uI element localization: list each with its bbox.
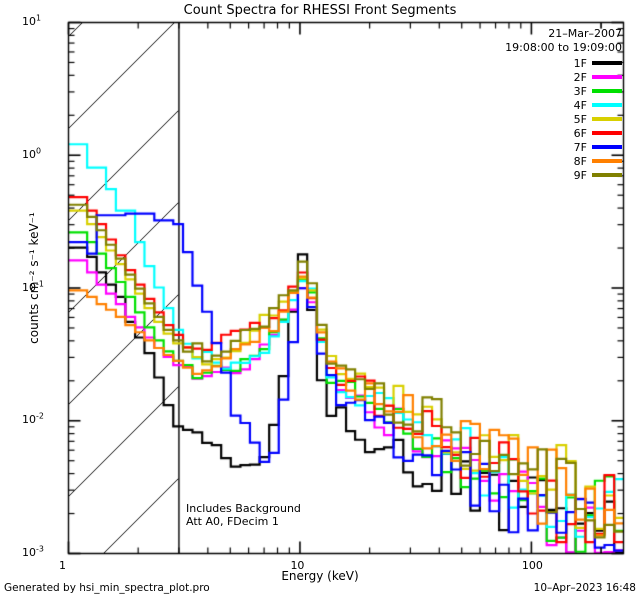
- legend-label: 3F: [573, 84, 587, 98]
- legend-item-1f[interactable]: 1F: [574, 56, 622, 70]
- legend-label: 6F: [573, 126, 587, 140]
- footer-generator: Generated by hsi_min_spectra_plot.pro: [4, 582, 210, 594]
- legend-color-swatch: [592, 103, 622, 107]
- legend-item-5f[interactable]: 5F: [574, 112, 622, 126]
- y-tick-label: 10-1: [22, 278, 44, 294]
- x-axis-label: Energy (keV): [281, 569, 359, 583]
- legend-color-swatch: [592, 89, 622, 93]
- legend-item-6f[interactable]: 6F: [574, 126, 622, 140]
- y-tick-label: 10-3: [22, 544, 44, 559]
- legend-color-swatch: [592, 117, 622, 121]
- y-tick-label: 10-2: [22, 411, 44, 427]
- legend-color-swatch: [592, 75, 622, 79]
- legend-item-2f[interactable]: 2F: [574, 70, 622, 84]
- legend-label: 1F: [573, 56, 587, 70]
- annotation-includes-background: Includes Background: [186, 502, 301, 515]
- x-tick-label: 100: [521, 559, 543, 572]
- legend-color-swatch: [592, 173, 622, 177]
- legend-item-9f[interactable]: 9F: [574, 168, 622, 182]
- legend-label: 9F: [573, 168, 587, 182]
- y-tick-label: 100: [22, 146, 42, 161]
- x-tick-label: 1: [59, 559, 66, 572]
- legend-item-4f[interactable]: 4F: [574, 98, 622, 112]
- legend-label: 7F: [573, 140, 587, 154]
- page-title: Count Spectra for RHESSI Front Segments: [183, 3, 457, 18]
- legend-item-7f[interactable]: 7F: [574, 140, 622, 154]
- y-tick-label: 101: [22, 13, 42, 28]
- footer-timestamp: 10–Apr–2023 16:48: [533, 582, 636, 594]
- annotation-attenuator-state: Att A0, FDecim 1: [186, 515, 279, 528]
- legend-label: 4F: [573, 98, 587, 112]
- legend-color-swatch: [592, 131, 622, 135]
- legend-color-swatch: [592, 61, 622, 65]
- legend-item-8f[interactable]: 8F: [574, 154, 622, 168]
- legend-color-swatch: [592, 159, 622, 163]
- x-tick-label: 10: [290, 559, 305, 572]
- legend-label: 8F: [573, 154, 587, 168]
- legend: 1F 2F 3F 4F 5F 6F 7F 8F 9F: [574, 56, 622, 182]
- legend-label: 2F: [573, 70, 587, 84]
- legend-label: 5F: [573, 112, 587, 126]
- legend-item-3f[interactable]: 3F: [574, 84, 622, 98]
- observation-date: 21–Mar–2007: [548, 27, 622, 40]
- observation-time-range: 19:08:00 to 19:09:00: [505, 41, 622, 54]
- legend-color-swatch: [592, 145, 622, 149]
